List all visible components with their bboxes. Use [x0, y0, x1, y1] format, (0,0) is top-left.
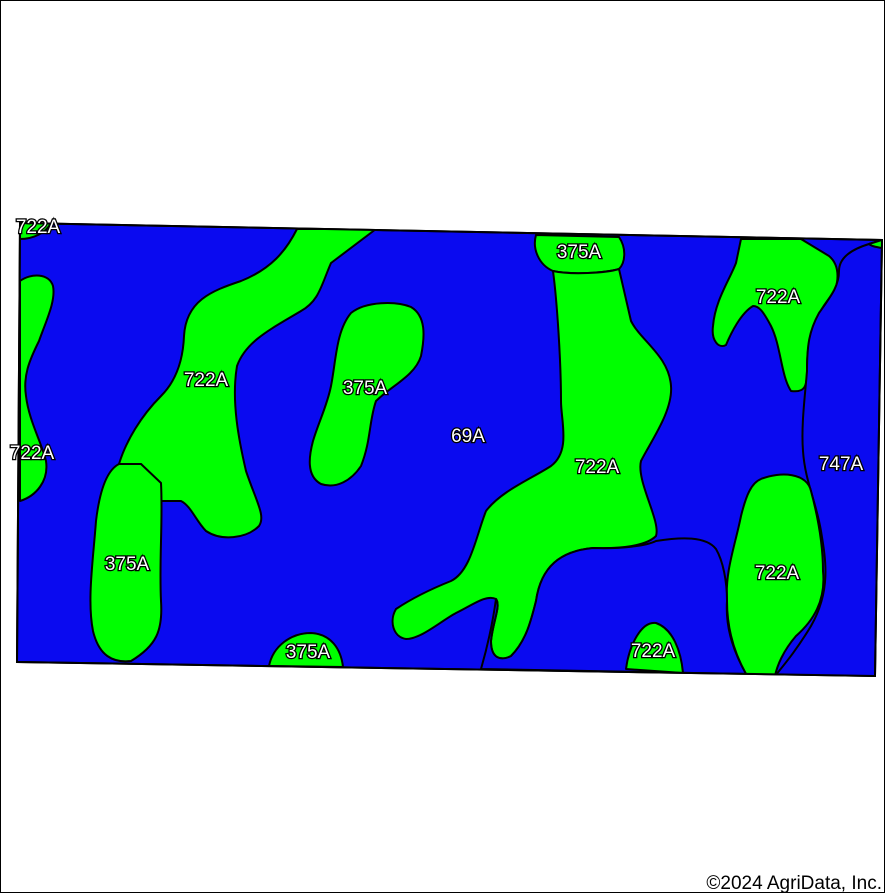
label-722a-bottom: 722A [631, 641, 676, 662]
polygon-722a-upper-center [118, 228, 377, 539]
label-722a-center: 722A [575, 457, 620, 478]
label-375a-lower-left: 375A [105, 554, 150, 575]
label-722a-upper-center: 722A [184, 370, 229, 391]
polygon-375a-center [308, 302, 425, 487]
label-375a-bottom: 375A [286, 642, 331, 663]
copyright-text: ©2024 AgriData, Inc. [706, 873, 882, 893]
polygon-722a-lower-right [725, 473, 825, 676]
polygon-375a-bottom [268, 632, 344, 668]
polygon-722a-bottom [625, 621, 684, 674]
label-722a-top-left: 722A [16, 217, 61, 238]
label-375a-center: 375A [343, 378, 388, 399]
field-outline [15, 221, 884, 678]
polygon-747a [774, 239, 882, 676]
label-375a-top: 375A [557, 242, 602, 263]
polygon-375a-lower-left [89, 463, 163, 663]
label-69a: 69A [451, 426, 485, 447]
polygon-69a-lower-center [480, 537, 747, 675]
label-722a-upper-right: 722A [756, 287, 801, 308]
label-722a-lower-right: 722A [755, 563, 800, 584]
polygon-722a-left-edge [19, 274, 55, 502]
polygon-722a-right-sliver [868, 239, 882, 249]
label-747a: 747A [819, 454, 864, 475]
label-722a-left-edge: 722A [10, 443, 55, 464]
